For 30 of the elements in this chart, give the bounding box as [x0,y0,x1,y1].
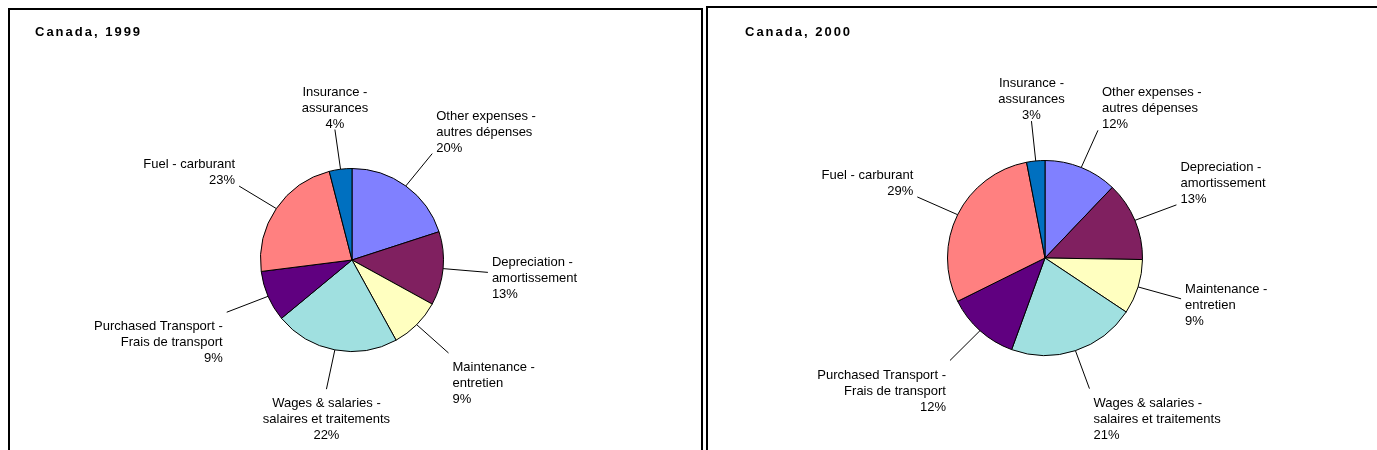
data-label: 13% [491,286,519,302]
data-label: 9% [203,350,224,366]
slice-label: Wages & salaries - salaires et traitements [1093,394,1222,426]
slice-label: Depreciation - amortissement [491,254,578,286]
slice-label: Fuel - carburant [821,167,914,183]
data-label: 4% [325,115,345,131]
slice-label: Wages & salaries - salaires et traitements [262,395,391,427]
slice-label: Purchased Transport - Frais de transport [817,366,947,398]
data-label: 29% [887,183,914,199]
slice-label: Other expenses - autres dépenses [1101,84,1202,116]
chart-title: Canada, 1999 [35,24,143,39]
slice-label: Maintenance - entretien [1185,280,1268,312]
data-label: 9% [452,391,472,407]
data-label: 12% [1101,116,1129,132]
data-label: 22% [313,427,340,443]
data-label: 13% [1180,190,1207,206]
data-label: 9% [1185,312,1205,328]
slice-label: Fuel - carburant [143,156,236,172]
data-label: 3% [1022,107,1042,123]
data-label: 21% [1093,426,1120,442]
data-label: 23% [209,172,236,188]
chart-title: Canada, 2000 [745,24,853,39]
slice-label: Insurance - assurances [301,83,369,115]
slice-label: Other expenses - autres dépenses [436,107,536,139]
slice-label: Purchased Transport - Frais de transport [94,318,224,350]
slice-label: Insurance - assurances [998,75,1066,107]
data-label: 20% [436,139,463,155]
slice-label: Maintenance - entretien [452,359,535,391]
slice-label: Depreciation - amortissement [1180,158,1267,190]
data-label: 12% [919,398,947,414]
